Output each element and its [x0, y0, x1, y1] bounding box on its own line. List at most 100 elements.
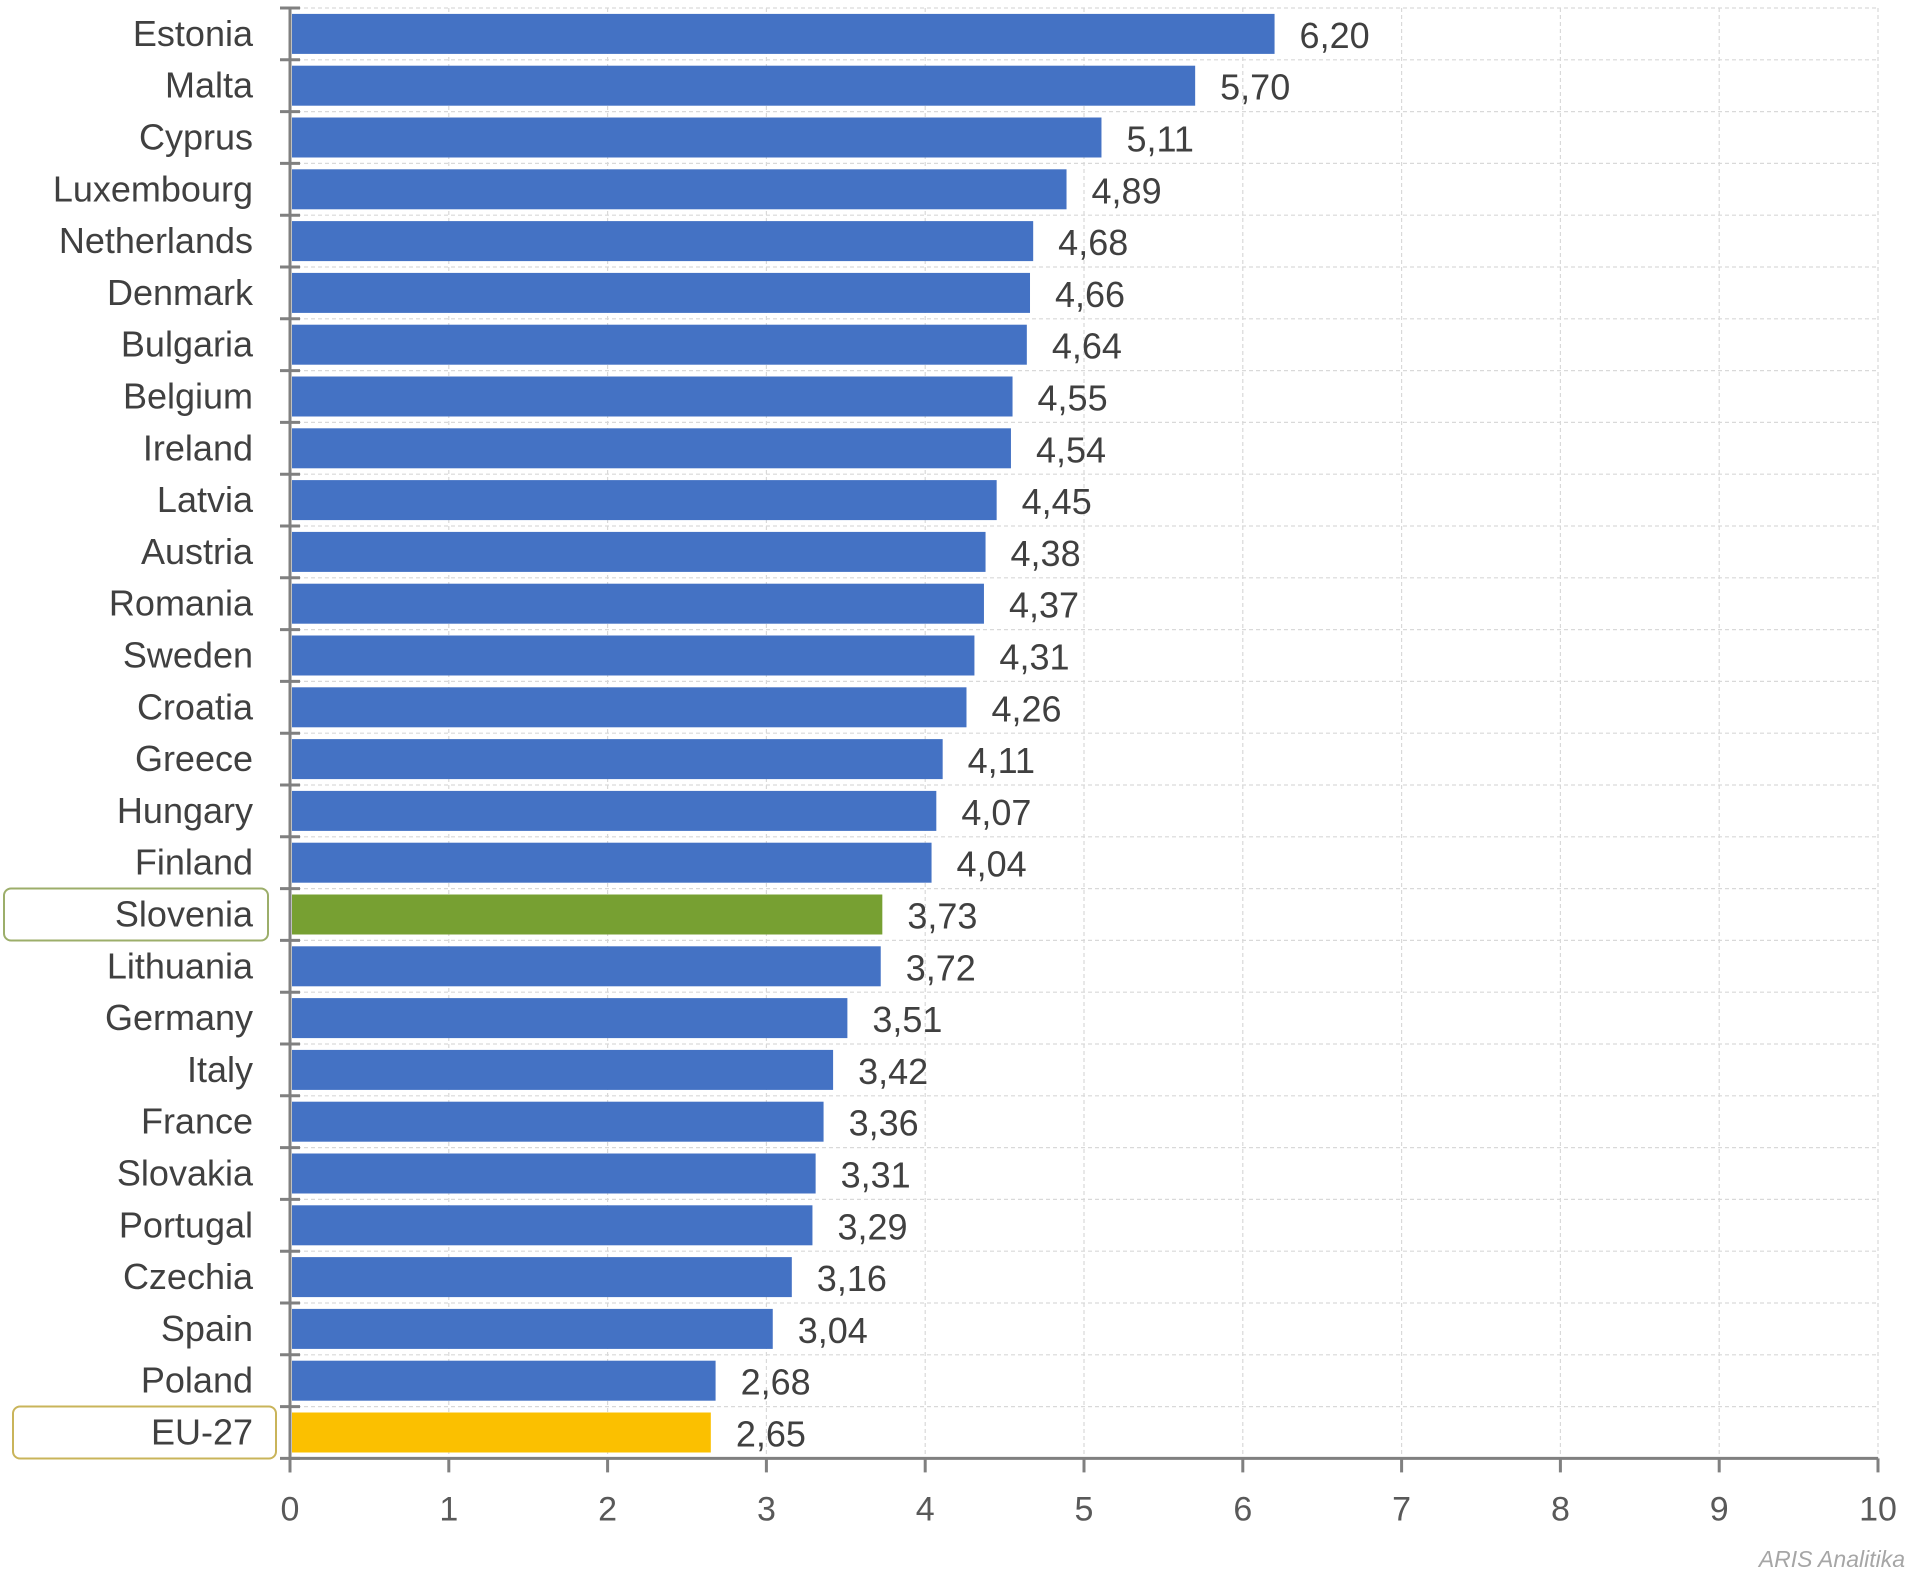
x-tick-label: 1 — [439, 1490, 458, 1528]
category-label: EU-27 — [151, 1412, 253, 1453]
value-label: 2,68 — [741, 1362, 811, 1403]
bar-austria — [292, 531, 986, 572]
category-label: Sweden — [123, 635, 253, 676]
value-label: 5,70 — [1220, 67, 1290, 108]
bar-finland — [292, 842, 932, 883]
value-label: 4,07 — [961, 792, 1031, 833]
value-label: 3,16 — [817, 1258, 887, 1299]
bar-estonia — [292, 13, 1275, 54]
value-label: 4,26 — [991, 688, 1061, 729]
bar-france — [292, 1101, 824, 1142]
bar-italy — [292, 1049, 834, 1090]
category-label: Finland — [135, 842, 253, 883]
category-label: Estonia — [133, 13, 254, 54]
category-label: Czechia — [123, 1256, 254, 1297]
bar-spain — [292, 1308, 773, 1349]
bar-hungary — [292, 790, 937, 831]
x-tick-label: 7 — [1392, 1490, 1411, 1528]
bar-poland — [292, 1360, 716, 1401]
value-label: 4,64 — [1052, 326, 1122, 367]
category-label: Austria — [141, 531, 254, 572]
bar-cyprus — [292, 117, 1102, 158]
bar-eu-27 — [292, 1412, 711, 1453]
category-label: Portugal — [119, 1204, 253, 1245]
value-label: 4,31 — [999, 637, 1069, 678]
value-label: 3,31 — [841, 1155, 911, 1196]
value-label: 3,73 — [907, 896, 977, 937]
category-label: France — [141, 1101, 253, 1142]
value-label: 5,11 — [1126, 119, 1193, 160]
value-label: 3,04 — [798, 1310, 868, 1351]
value-label: 3,72 — [906, 947, 976, 988]
value-label: 4,11 — [968, 740, 1035, 781]
credit-text: ARIS Analitika — [1757, 1546, 1905, 1572]
value-label: 4,38 — [1011, 533, 1081, 574]
value-label: 3,51 — [872, 999, 942, 1040]
category-label: Belgium — [123, 376, 253, 417]
highlight-box — [3, 887, 269, 942]
bar-ireland — [292, 428, 1011, 469]
bar-lithuania — [292, 946, 881, 987]
bar-belgium — [292, 376, 1013, 417]
bar-bulgaria — [292, 324, 1027, 365]
value-label: 4,04 — [957, 844, 1027, 885]
category-label: Romania — [109, 583, 254, 624]
labels: 0 1 2 3 4 5 6 7 8 9 10 6,20 Estonia 5,70 Malta 5,11 Cypr… — [3, 13, 1897, 1528]
category-label: Lithuania — [107, 945, 254, 986]
category-label: Cyprus — [139, 117, 253, 158]
bar-slovakia — [292, 1153, 816, 1194]
bar-croatia — [292, 687, 967, 728]
x-tick-label: 6 — [1233, 1490, 1252, 1528]
bars — [292, 13, 1275, 1453]
category-label: Germany — [105, 997, 253, 1038]
bar-sweden — [292, 635, 975, 676]
value-label: 4,45 — [1022, 481, 1092, 522]
bar-slovenia — [292, 894, 883, 935]
bar-germany — [292, 998, 848, 1039]
bar-luxembourg — [292, 169, 1067, 210]
bar-romania — [292, 583, 984, 624]
bar-portugal — [292, 1205, 813, 1246]
bar-malta — [292, 65, 1196, 106]
highlight-box — [12, 1405, 277, 1460]
x-tick-label: 9 — [1710, 1490, 1729, 1528]
value-label: 4,89 — [1092, 170, 1162, 211]
value-label: 4,66 — [1055, 274, 1125, 315]
bar-czechia — [292, 1257, 792, 1298]
category-label: Luxembourg — [53, 168, 253, 209]
x-tick-label: 0 — [281, 1490, 300, 1528]
value-label: 6,20 — [1300, 15, 1370, 56]
category-label: Denmark — [107, 272, 254, 313]
x-tick-label: 3 — [757, 1490, 776, 1528]
category-label: Italy — [187, 1049, 253, 1090]
bar-netherlands — [292, 221, 1034, 262]
category-label: Slovenia — [115, 894, 254, 935]
x-tick-label: 8 — [1551, 1490, 1570, 1528]
value-label: 3,36 — [849, 1103, 919, 1144]
x-tick-label: 5 — [1075, 1490, 1094, 1528]
x-tick-label: 4 — [916, 1490, 935, 1528]
category-label: Bulgaria — [121, 324, 254, 365]
category-label: Hungary — [117, 790, 253, 831]
value-label: 3,29 — [837, 1206, 907, 1247]
category-label: Croatia — [137, 686, 254, 727]
bar-latvia — [292, 480, 997, 521]
category-label: Malta — [165, 65, 254, 106]
category-label: Greece — [135, 738, 253, 779]
value-label: 2,65 — [736, 1414, 806, 1455]
value-label: 4,55 — [1038, 378, 1108, 419]
x-tick-label: 2 — [598, 1490, 617, 1528]
value-label: 3,42 — [858, 1051, 928, 1092]
value-label: 4,37 — [1009, 585, 1079, 626]
category-label: Slovakia — [117, 1153, 254, 1194]
bar-denmark — [292, 272, 1031, 313]
category-label: Ireland — [143, 427, 253, 468]
value-label: 4,54 — [1036, 429, 1106, 470]
category-label: Netherlands — [59, 220, 253, 261]
category-label: Spain — [161, 1308, 253, 1349]
value-label: 4,68 — [1058, 222, 1128, 263]
category-label: Poland — [141, 1360, 253, 1401]
axes — [280, 6, 1880, 1473]
